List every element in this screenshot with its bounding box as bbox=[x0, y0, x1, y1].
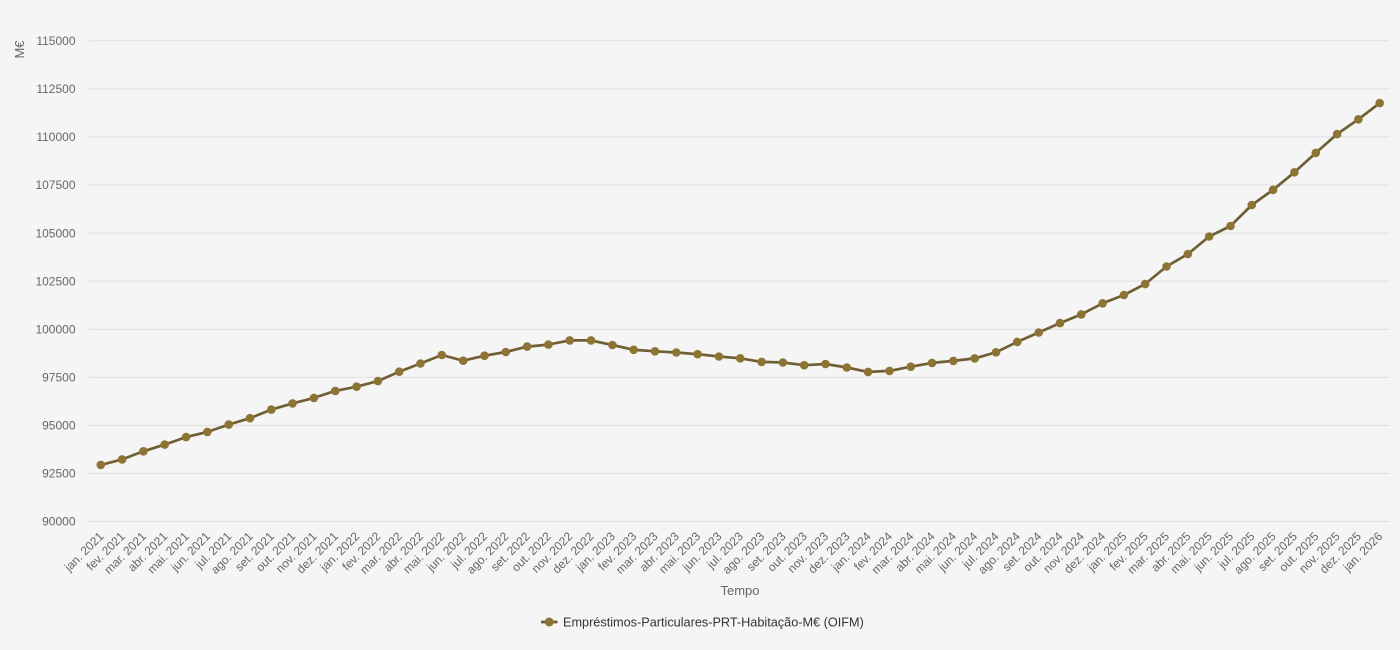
svg-text:102500: 102500 bbox=[35, 274, 75, 288]
svg-text:105000: 105000 bbox=[35, 226, 75, 240]
svg-text:112500: 112500 bbox=[36, 82, 75, 96]
svg-text:Empréstimos-Particulares-PRT-H: Empréstimos-Particulares-PRT-Habitação-M… bbox=[563, 616, 864, 630]
svg-text:92500: 92500 bbox=[42, 467, 76, 481]
svg-text:Tempo: Tempo bbox=[720, 583, 759, 598]
svg-text:95000: 95000 bbox=[42, 419, 76, 433]
svg-text:97500: 97500 bbox=[42, 371, 76, 385]
svg-text:100000: 100000 bbox=[35, 322, 75, 336]
svg-text:115000: 115000 bbox=[36, 34, 75, 48]
svg-text:M€: M€ bbox=[12, 40, 27, 59]
svg-text:107500: 107500 bbox=[35, 178, 75, 192]
svg-text:90000: 90000 bbox=[42, 515, 76, 529]
svg-text:110000: 110000 bbox=[36, 130, 75, 144]
